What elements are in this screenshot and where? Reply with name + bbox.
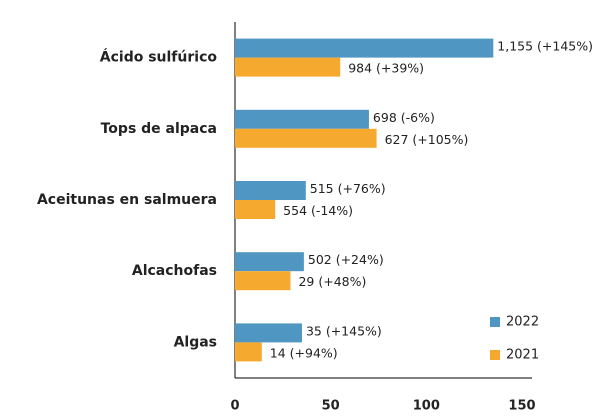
bar	[235, 323, 302, 343]
category-label: Alcachofas	[132, 263, 217, 279]
bar-annotation: 554 (-14%)	[283, 203, 353, 218]
bar	[235, 271, 291, 291]
bar-annotation: 35 (+145%)	[306, 323, 382, 338]
bar-annotation: 698 (-6%)	[373, 110, 435, 125]
category-label: Aceitunas en salmuera	[37, 192, 217, 208]
category-label: Ácido sulfúrico	[100, 49, 218, 66]
bar	[235, 109, 369, 129]
bar-annotation: 1,155 (+145%)	[497, 39, 593, 54]
bar-annotation: 502 (+24%)	[308, 252, 384, 267]
bar-annotation: 984 (+39%)	[348, 61, 424, 76]
x-tick-label: 100	[413, 399, 440, 414]
category-label: Algas	[174, 334, 217, 350]
bar	[235, 128, 377, 148]
bar	[235, 342, 262, 362]
bar-annotation: 14 (+94%)	[270, 345, 338, 360]
legend-label: 2022	[506, 315, 539, 330]
bar-annotation: 627 (+105%)	[385, 132, 469, 147]
category-label: Tops de alpaca	[101, 121, 217, 137]
bar	[235, 57, 341, 77]
bar	[235, 252, 304, 272]
legend-swatch	[490, 350, 500, 360]
bar-annotation: 29 (+48%)	[298, 274, 366, 289]
x-tick-label: 150	[508, 399, 535, 414]
bar	[235, 200, 276, 219]
legend-label: 2021	[506, 348, 539, 363]
x-tick-label: 0	[230, 399, 239, 414]
x-tick-label: 50	[322, 399, 340, 414]
legend-swatch	[490, 317, 500, 327]
bar	[235, 181, 306, 200]
bar	[235, 38, 494, 58]
bar-annotation: 515 (+76%)	[310, 181, 386, 196]
